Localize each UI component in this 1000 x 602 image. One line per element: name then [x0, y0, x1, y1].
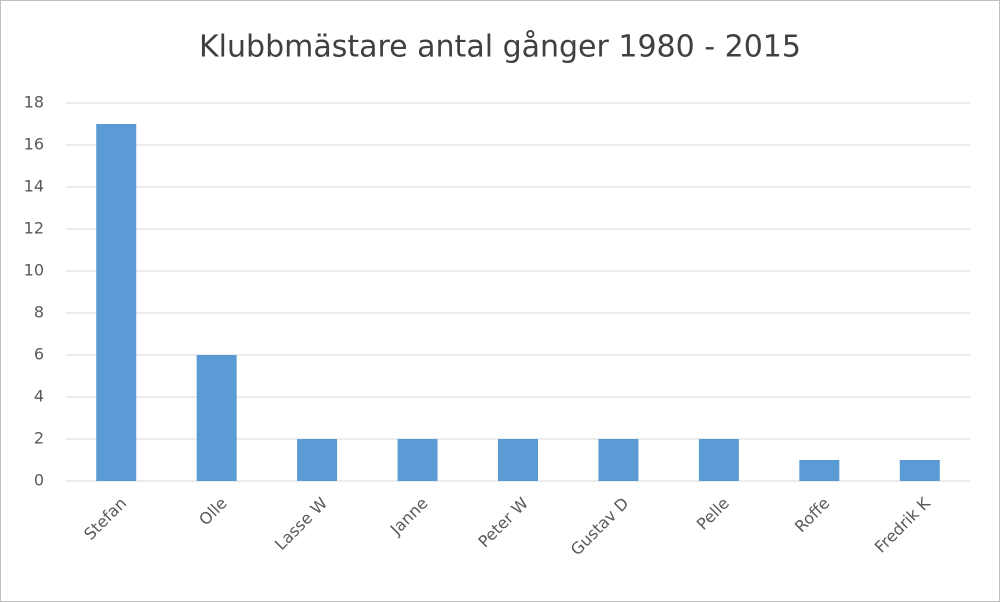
- y-tick-label: 14: [24, 177, 44, 196]
- bar: [899, 460, 940, 481]
- bar: [698, 439, 739, 481]
- y-tick-label: 4: [34, 387, 44, 406]
- bar: [498, 439, 538, 481]
- y-tick-label: 8: [34, 303, 44, 322]
- y-tick-label: 0: [34, 471, 44, 490]
- bar: [96, 124, 137, 481]
- bar: [196, 355, 237, 481]
- y-tick-label: 6: [34, 345, 44, 364]
- y-tick-label: 12: [24, 219, 44, 238]
- y-tick-label: 2: [34, 429, 44, 448]
- bar: [297, 439, 338, 481]
- bar: [397, 439, 438, 481]
- bar: [799, 460, 840, 481]
- chart-title: Klubbmästare antal gånger 1980 - 2015: [199, 30, 801, 65]
- y-tick-label: 16: [24, 135, 44, 154]
- y-tick-label: 10: [24, 261, 44, 280]
- bar: [598, 439, 639, 481]
- y-tick-label: 18: [24, 93, 44, 112]
